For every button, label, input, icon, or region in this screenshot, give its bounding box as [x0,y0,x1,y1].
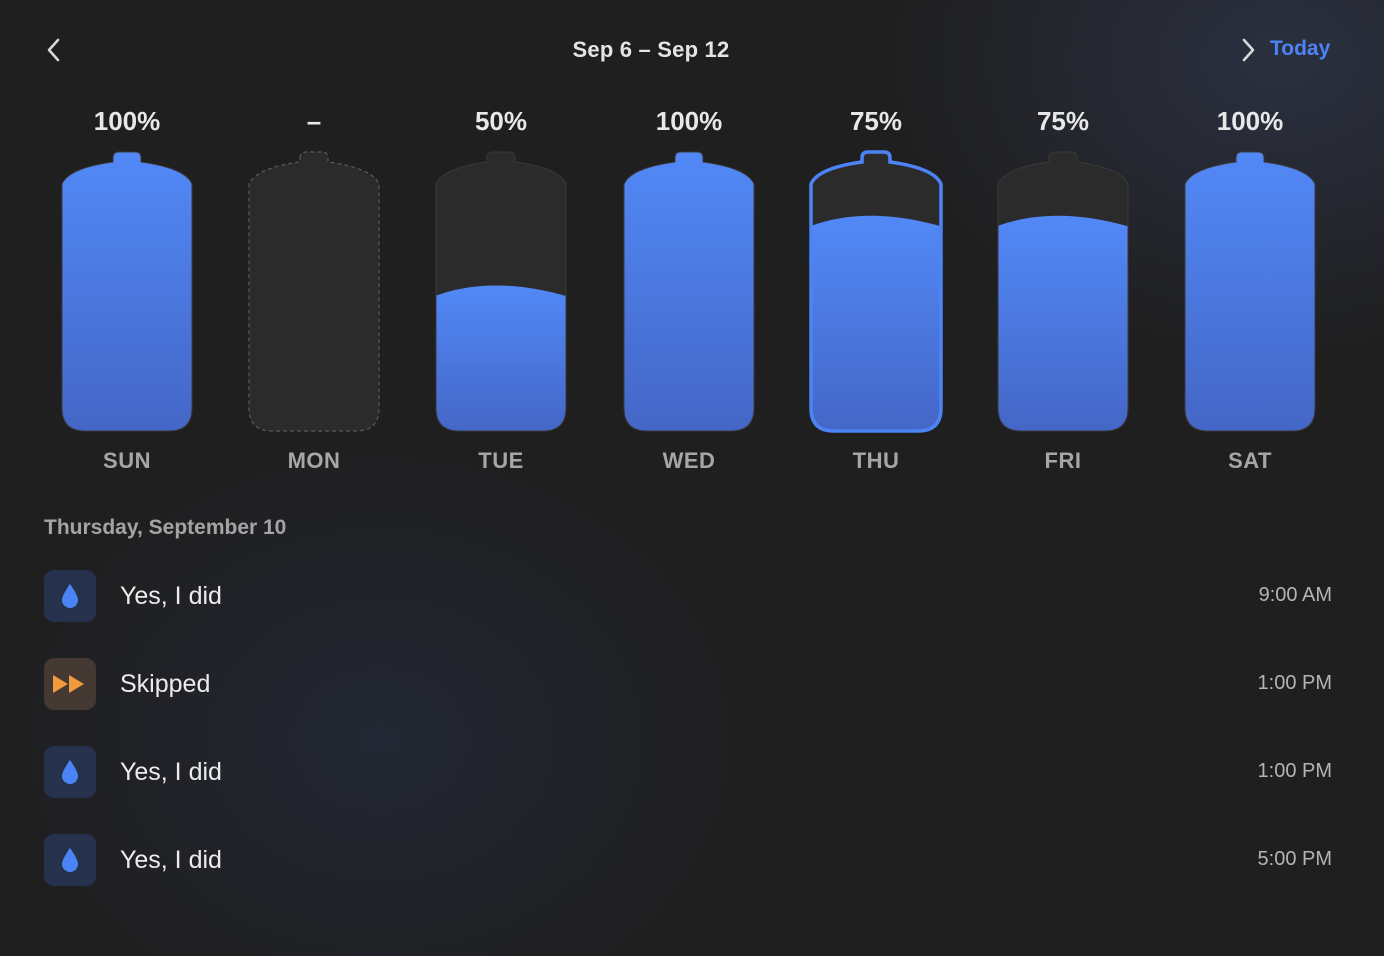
day-percent: 75% [1036,106,1090,136]
day-percent: 100% [93,106,161,136]
bottle-fill [436,285,566,431]
water-drop-icon [44,570,96,622]
today-button[interactable]: Today [1270,37,1331,60]
dose-log-row[interactable]: Skipped 1:00 PM [44,658,1340,712]
next-week-button[interactable] [1232,34,1264,66]
day-label: WED [662,448,716,473]
day-label: MON [287,448,341,473]
day-column-fri[interactable]: 75% FRI [993,100,1133,480]
previous-week-button[interactable] [38,34,70,66]
day-column-thu[interactable]: 75% THU [806,100,946,480]
water-drop-icon [44,746,96,798]
day-column-tue[interactable]: 50% TUE [431,100,571,480]
bottle-fill [1185,152,1315,431]
bottle-outline [435,151,567,432]
day-column-wed[interactable]: 100% WED [619,100,759,480]
bottle-fill [998,215,1128,431]
day-column-mon[interactable]: – MON [244,100,384,480]
week-header: Sep 6 – Sep 12 Today [0,0,1384,100]
bottle-fill [62,152,192,431]
week-bottles: 100% SUN – MON 50% TUE 100% WED 75% THU … [0,100,1384,490]
chevron-left-icon [47,38,60,62]
dose-time: 5:00 PM [1257,848,1332,870]
bottle-outline [623,151,755,432]
bottle-outline [997,151,1129,432]
week-range-title: Sep 6 – Sep 12 [572,37,730,62]
bottle-thu [809,150,943,433]
dose-status-label: Yes, I did [120,758,222,786]
day-percent: 75% [849,106,903,136]
day-label: SAT [1228,448,1272,473]
dose-log-row[interactable]: Yes, I did 9:00 AM [44,570,1340,624]
bottle-sat [1184,151,1316,432]
dose-status-label: Skipped [120,670,211,698]
selected-date-heading: Thursday, September 10 [44,516,287,539]
dose-time: 9:00 AM [1258,584,1332,606]
dose-status-label: Yes, I did [120,582,222,610]
day-label: FRI [1044,448,1082,473]
bottle-mon [248,151,380,432]
bottle-fill [624,152,754,431]
bottle-outline [1184,151,1316,432]
bottle-sun [61,151,193,432]
dose-time: 1:00 PM [1257,760,1332,782]
bottle-wed [623,151,755,432]
day-column-sun[interactable]: 100% SUN [57,100,197,480]
dose-log-row[interactable]: Yes, I did 5:00 PM [44,834,1340,888]
bottle-fri [997,151,1129,432]
bottle-outline [809,150,943,433]
day-percent: – [306,106,322,136]
day-label: SUN [103,448,151,473]
bottle-outline [248,151,380,432]
day-column-sat[interactable]: 100% SAT [1180,100,1320,480]
dose-log-row[interactable]: Yes, I did 1:00 PM [44,746,1340,800]
bottle-tue [435,151,567,432]
day-label: THU [852,448,900,473]
day-percent: 100% [655,106,723,136]
dose-status-label: Yes, I did [120,846,222,874]
bottle-body [249,152,379,431]
fast-forward-icon [44,658,96,710]
water-drop-icon [44,834,96,886]
day-percent: 100% [1216,106,1284,136]
bottle-fill [811,215,941,431]
bottle-outline [61,151,193,432]
day-label: TUE [478,448,524,473]
dose-time: 1:00 PM [1257,672,1332,694]
day-percent: 50% [474,106,528,136]
chevron-right-icon [1242,38,1255,62]
